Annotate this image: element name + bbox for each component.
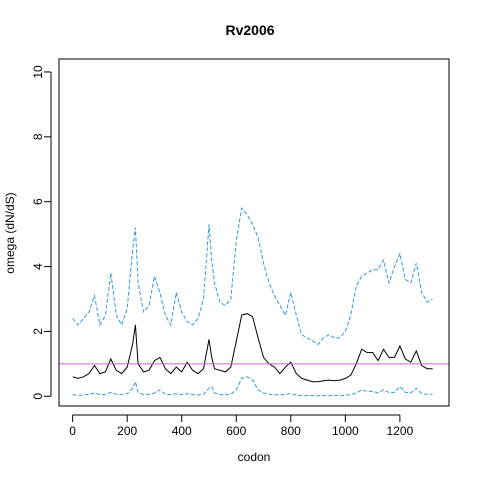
x-tick-label: 600 bbox=[226, 424, 246, 438]
series-line-0 bbox=[72, 207, 433, 346]
x-tick-label: 400 bbox=[172, 424, 192, 438]
y-tick-label: 6 bbox=[31, 198, 45, 205]
y-tick-label: 0 bbox=[31, 393, 45, 400]
plot-frame bbox=[58, 58, 450, 407]
x-tick-label: 0 bbox=[69, 424, 76, 438]
series-line-1 bbox=[72, 313, 433, 383]
x-tick-label: 200 bbox=[117, 424, 137, 438]
y-axis-label: omega (dN/dS) bbox=[3, 192, 17, 273]
series-layer bbox=[72, 207, 433, 397]
y-tick-label: 4 bbox=[31, 263, 45, 270]
series-line-2 bbox=[72, 376, 433, 397]
x-axis: 0 200 400 600 800 1000 1200 bbox=[69, 414, 414, 438]
x-tick-label: 800 bbox=[281, 424, 301, 438]
x-tick-label: 1000 bbox=[332, 424, 359, 438]
x-tick-label: 1200 bbox=[387, 424, 414, 438]
chart-title: Rv2006 bbox=[225, 22, 274, 38]
y-tick-label: 8 bbox=[31, 133, 45, 140]
y-tick-label: 10 bbox=[31, 65, 45, 79]
y-axis: 0 2 4 6 8 10 bbox=[31, 65, 52, 400]
x-axis-label: codon bbox=[238, 450, 271, 464]
y-tick-label: 2 bbox=[31, 328, 45, 335]
